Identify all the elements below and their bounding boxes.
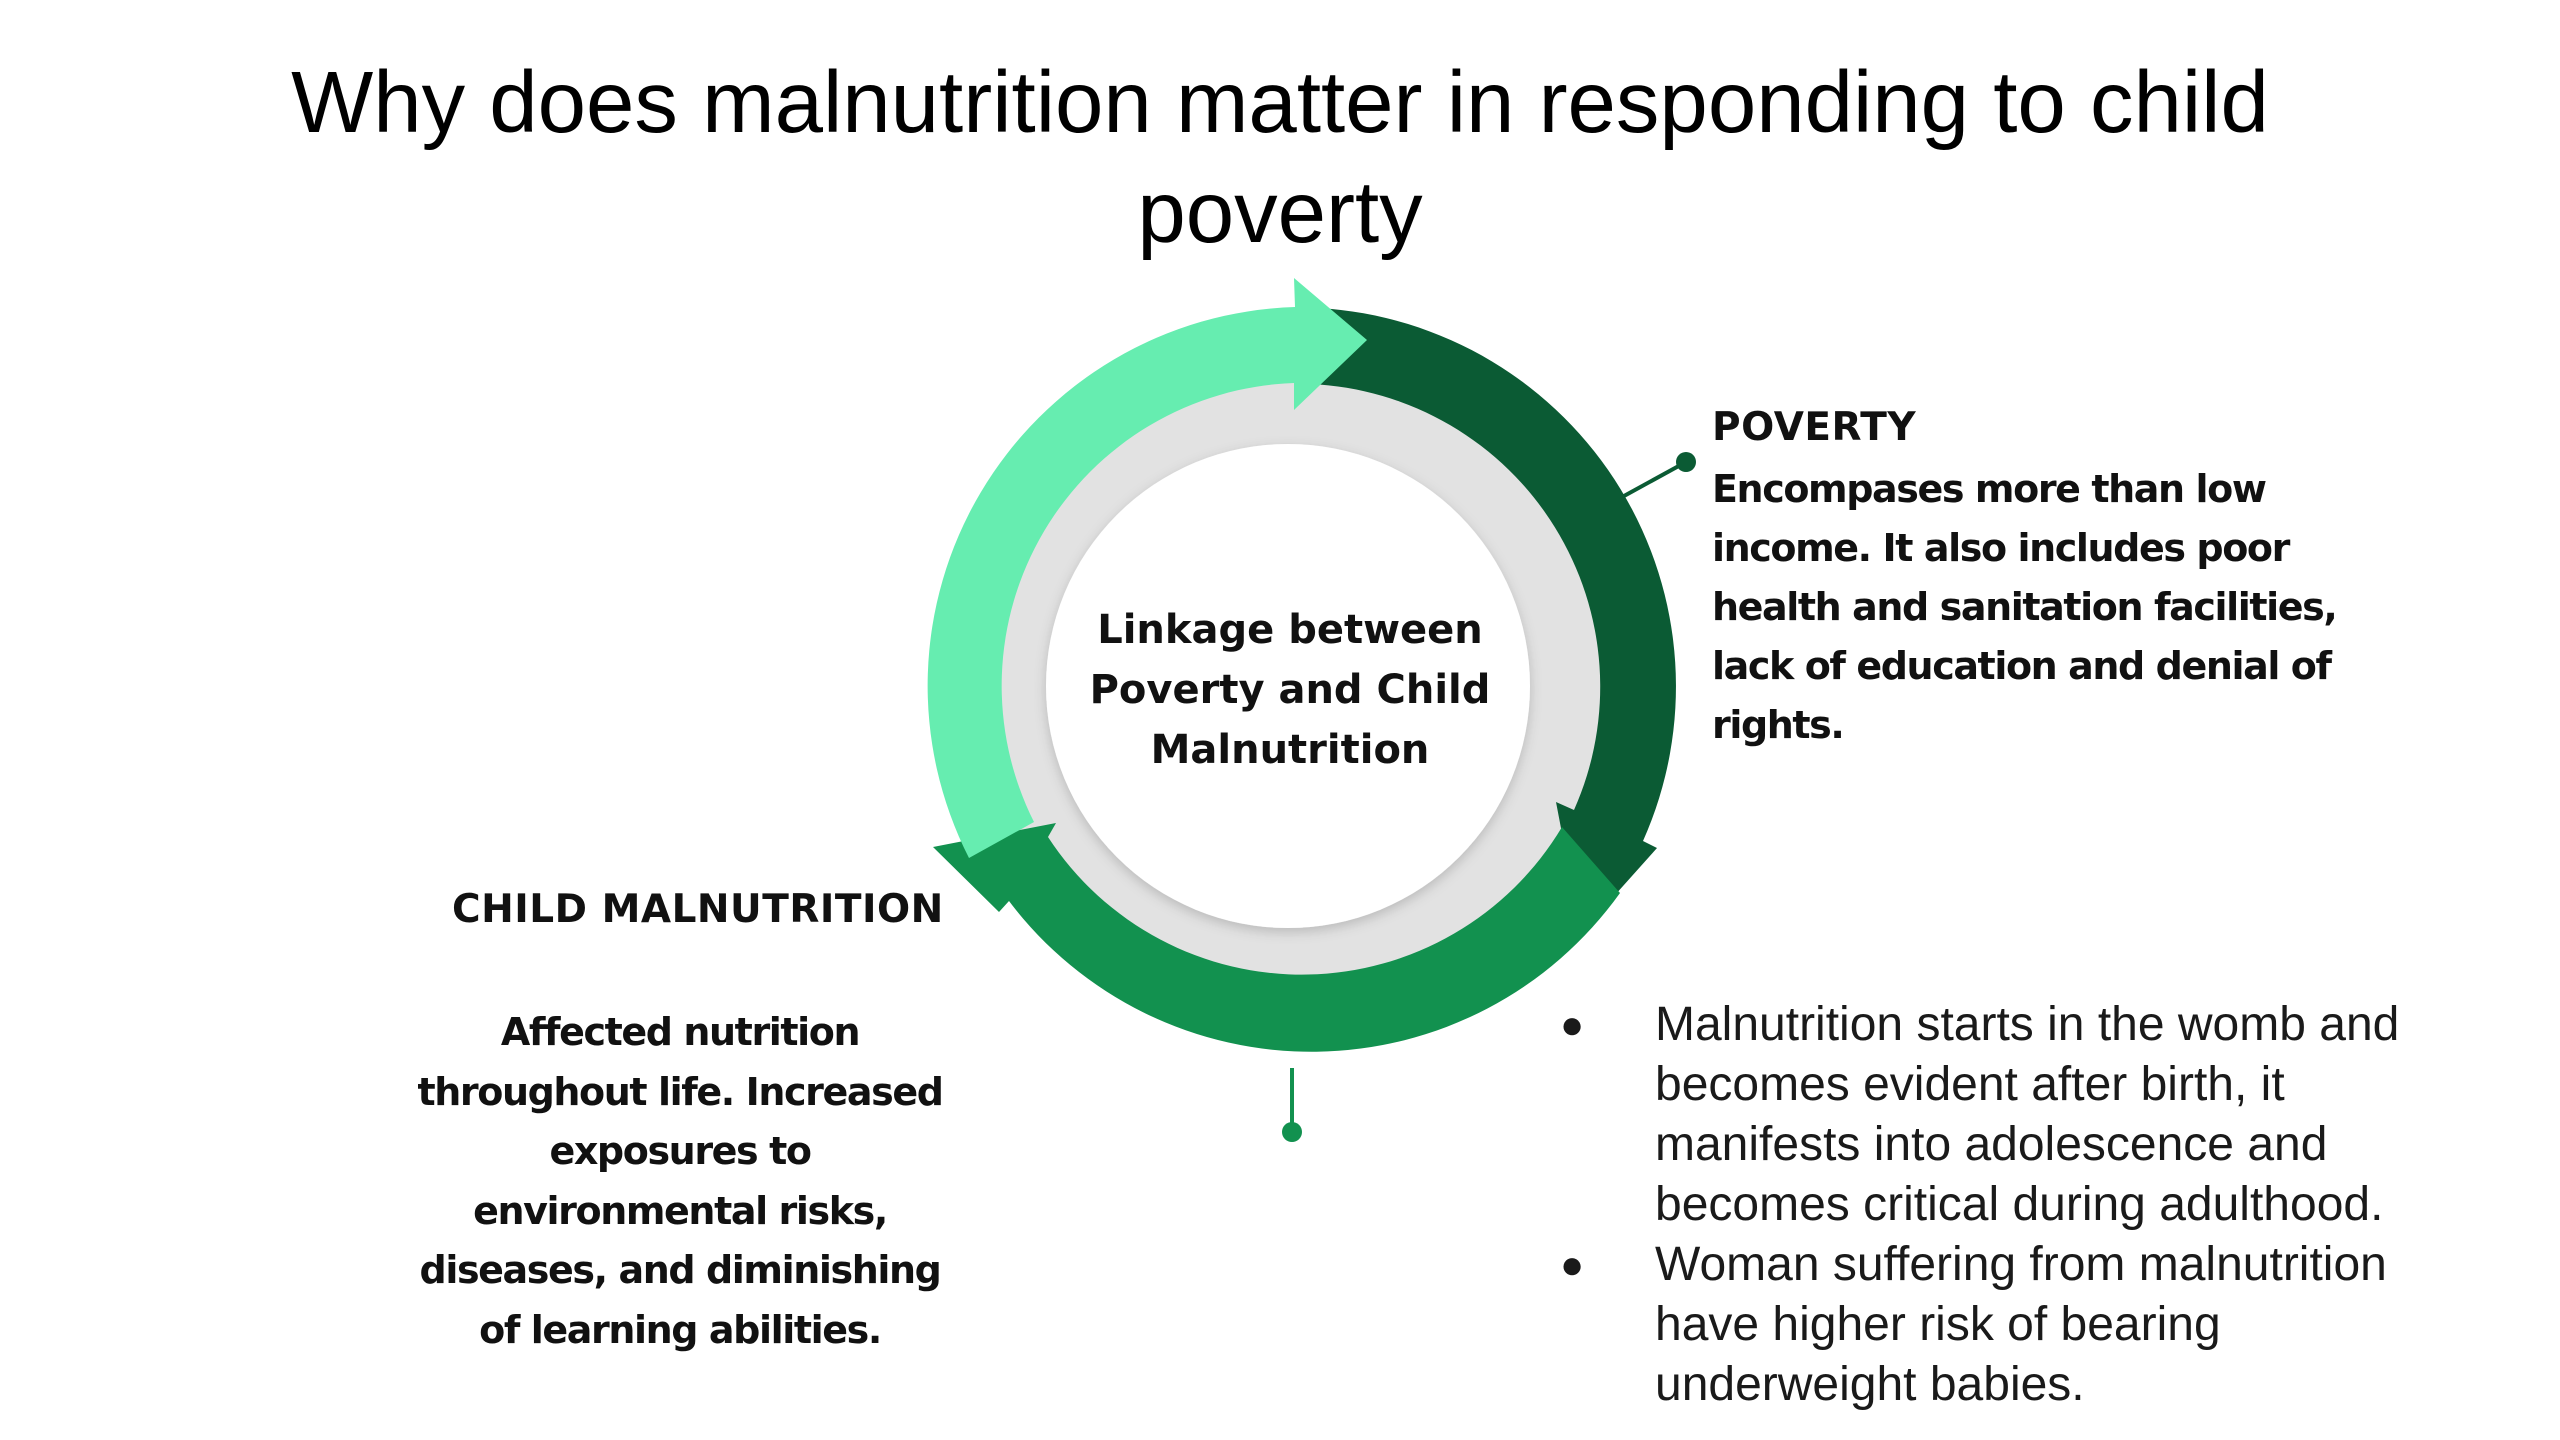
poverty-description-line: income. It also includes poor: [1712, 526, 2290, 570]
bullet-text-line: Woman suffering from malnutrition: [1655, 1238, 2387, 1291]
bullet-text-line: underweight babies.: [1655, 1358, 2085, 1411]
child-malnutrition-heading: CHILD MALNUTRITION: [452, 887, 944, 932]
poverty-connector-line: [1623, 460, 1687, 498]
child-malnutrition-description-line: throughout life. Increased: [417, 1069, 943, 1114]
poverty-description-line: lack of education and denial of: [1712, 644, 2332, 688]
slide-title-line-1: Why does malnutrition matter in respondi…: [291, 54, 2269, 151]
poverty-description: Encompases more than low income. It also…: [1712, 460, 2352, 755]
bullet-text-line: Malnutrition starts in the womb and: [1655, 998, 2400, 1051]
arc-poverty: [1310, 308, 1676, 933]
bullet-text-line: becomes evident after birth, it: [1655, 1058, 2285, 1111]
bullet-item: ● Woman suffering from malnutrition have…: [1560, 1235, 2460, 1415]
slide-title: Why does malnutrition matter in respondi…: [180, 48, 2380, 268]
poverty-description-line: Encompases more than low: [1712, 467, 2267, 511]
inner-circle: [1046, 444, 1530, 928]
poverty-heading: POVERTY: [1712, 405, 1917, 450]
child-malnutrition-description: Affected nutrition throughout life. Incr…: [400, 1003, 960, 1360]
child-malnutrition-description-line: of learning abilities.: [479, 1307, 882, 1352]
bullet-marker: ●: [1560, 1003, 1585, 1047]
child-malnutrition-description-line: diseases, and diminishing: [419, 1248, 942, 1292]
center-label-line-1: Linkage between: [1097, 607, 1483, 653]
bullet-item: ● Malnutrition starts in the womb and be…: [1560, 995, 2460, 1235]
poverty-description-line: rights.: [1712, 703, 1845, 747]
arc-linkage: [927, 278, 1367, 858]
poverty-connector-dot: [1676, 452, 1696, 472]
center-label-line-2: Poverty and Child: [1089, 667, 1491, 713]
child-malnutrition-description-line: Affected nutrition: [500, 1010, 861, 1054]
child-connector-dot: [1282, 1122, 1302, 1142]
center-label-line-3: Malnutrition: [1150, 727, 1430, 773]
bullet-text-line: have higher risk of bearing: [1655, 1298, 2221, 1351]
center-label: Linkage between Poverty and Child Malnut…: [1080, 600, 1500, 780]
bullet-text-line: becomes critical during adulthood.: [1655, 1178, 2384, 1231]
child-malnutrition-description-line: exposures to: [549, 1129, 811, 1173]
bullet-text-line: manifests into adolescence and: [1655, 1118, 2328, 1171]
poverty-callout: POVERTY Encompases more than low income.…: [1712, 400, 2352, 755]
child-malnutrition-description-line: environmental risks,: [473, 1188, 888, 1233]
poverty-description-line: health and sanitation facilities,: [1712, 585, 2338, 629]
bullet-marker: ●: [1560, 1243, 1585, 1287]
slide-title-line-2: poverty: [1137, 164, 1423, 261]
bullet-list: ● Malnutrition starts in the womb and be…: [1560, 995, 2460, 1415]
arc-child-malnutrition: [933, 823, 1620, 1052]
